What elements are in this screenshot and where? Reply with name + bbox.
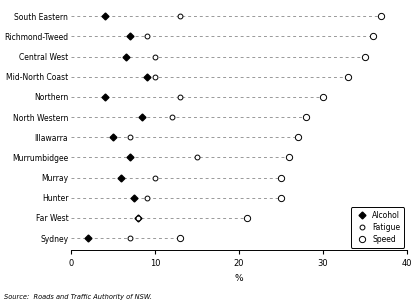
- X-axis label: %: %: [235, 274, 243, 283]
- Legend: Alcohol, Fatigue, Speed: Alcohol, Fatigue, Speed: [351, 207, 404, 248]
- Text: Source:  Roads and Traffic Authority of NSW.: Source: Roads and Traffic Authority of N…: [4, 294, 152, 300]
